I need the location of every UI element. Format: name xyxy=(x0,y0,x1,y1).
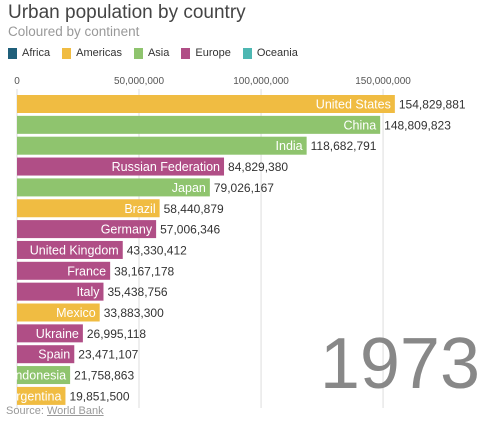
legend: Africa Americas Asia Europe Oceania xyxy=(8,47,298,59)
bar xyxy=(17,220,157,239)
bar-country-label: France xyxy=(67,264,106,278)
legend-item-europe: Europe xyxy=(181,47,231,59)
bar xyxy=(17,136,307,155)
x-tick-label: 100,000,000 xyxy=(233,76,289,87)
bar-value-label: 57,006,346 xyxy=(160,223,220,237)
bar-country-label: United Kingdom xyxy=(30,243,119,257)
bar xyxy=(17,324,83,343)
legend-swatch-asia xyxy=(133,47,143,59)
source-prefix: Source: xyxy=(6,405,47,417)
x-tick-label: 50,000,000 xyxy=(114,76,164,87)
bar-value-label: 23,471,107 xyxy=(78,348,138,362)
bar-value-label: 118,682,791 xyxy=(311,139,377,153)
legend-swatch-americas xyxy=(62,47,72,59)
bar-value-label: 33,883,300 xyxy=(104,306,164,320)
bar xyxy=(17,386,66,405)
bar-value-label: 43,330,412 xyxy=(127,243,187,257)
bar-value-label: 35,438,756 xyxy=(107,285,167,299)
bar-country-label: Brazil xyxy=(124,202,155,216)
bar-country-label: Argentina xyxy=(8,389,62,403)
legend-label-americas: Americas xyxy=(76,47,122,59)
source-link[interactable]: World Bank xyxy=(46,405,104,417)
x-tick-label: 150,000,000 xyxy=(355,76,411,87)
bar xyxy=(17,240,123,259)
bar-value-label: 154,829,881 xyxy=(399,98,466,112)
bar-country-label: India xyxy=(276,139,303,153)
bar-country-label: Indonesia xyxy=(12,369,66,383)
bar-value-label: 38,167,178 xyxy=(114,264,174,278)
bar xyxy=(17,303,100,322)
bar xyxy=(17,261,111,280)
legend-swatch-africa xyxy=(8,47,17,59)
bar xyxy=(17,157,225,176)
bar-value-label: 26,995,118 xyxy=(87,327,146,341)
bar-country-label: Spain xyxy=(38,348,70,362)
bar-value-label: 19,851,500 xyxy=(69,389,129,403)
bar xyxy=(17,366,71,385)
bar-value-label: 148,809,823 xyxy=(384,118,451,132)
legend-label-europe: Europe xyxy=(195,47,231,59)
bar xyxy=(17,282,104,301)
bar-country-label: Russian Federation xyxy=(112,160,220,174)
bar-value-label: 21,758,863 xyxy=(74,369,134,383)
bar-country-label: Japan xyxy=(172,181,206,195)
bar xyxy=(17,345,75,364)
legend-item-asia: Asia xyxy=(133,47,170,59)
bar xyxy=(17,95,395,113)
legend-swatch-europe xyxy=(181,47,191,59)
x-tick-label: 0 xyxy=(14,76,20,87)
bar-country-label: United States xyxy=(316,98,391,112)
bar xyxy=(17,115,381,134)
bar-country-label: Italy xyxy=(77,285,101,299)
legend-swatch-oceania xyxy=(242,47,252,59)
legend-item-africa: Africa xyxy=(8,47,50,59)
legend-item-oceania: Oceania xyxy=(242,47,298,59)
legend-label-oceania: Oceania xyxy=(256,47,298,59)
bar-value-label: 84,829,380 xyxy=(228,160,288,174)
bar-country-label: Ukraine xyxy=(36,327,79,341)
bar-country-label: Germany xyxy=(101,223,153,237)
bar-country-label: China xyxy=(343,118,376,132)
bar-country-label: Mexico xyxy=(56,306,96,320)
source-note: Source: World Bank xyxy=(6,405,104,417)
bar-value-label: 58,440,879 xyxy=(164,202,224,216)
year-label: 1973 xyxy=(320,324,480,404)
bar xyxy=(17,199,160,218)
bar-value-label: 79,026,167 xyxy=(214,181,274,195)
chart-title: Urban population by country xyxy=(8,2,246,23)
legend-item-americas: Americas xyxy=(62,47,122,59)
bar xyxy=(17,178,210,197)
legend-label-africa: Africa xyxy=(22,47,51,59)
legend-label-asia: Asia xyxy=(147,47,170,59)
chart-subtitle: Coloured by continent xyxy=(8,24,140,39)
